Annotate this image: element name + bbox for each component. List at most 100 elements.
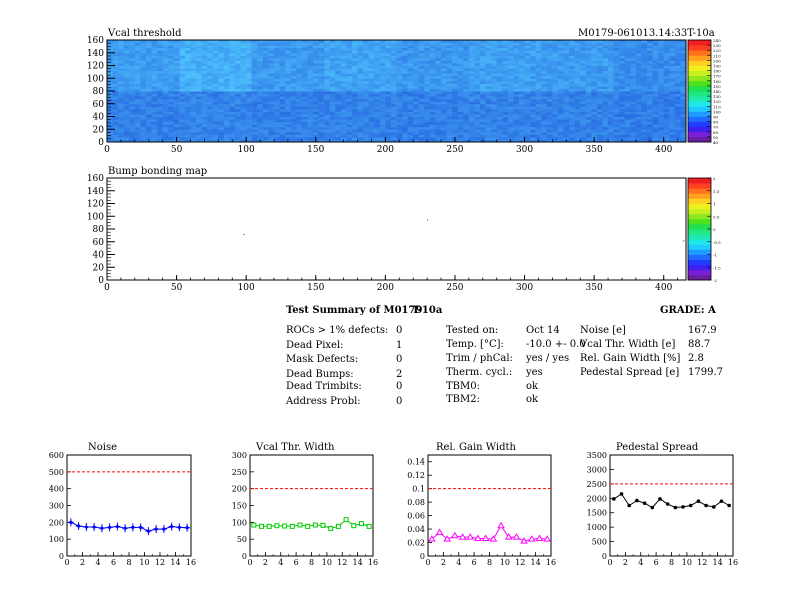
heatmap-cell (557, 57, 565, 61)
heatmap-cell (635, 85, 642, 89)
heatmap-cell (630, 40, 637, 44)
heatmap-cell (524, 40, 531, 44)
heatmap-cell (173, 83, 180, 87)
heatmap-cell (390, 42, 397, 46)
heatmap-cell (396, 70, 403, 74)
heatmap-cell (552, 129, 559, 133)
heatmap-cell (351, 45, 359, 49)
heatmap-cell (290, 70, 297, 74)
heatmap-cell (418, 106, 425, 110)
heatmap-cell (235, 68, 242, 72)
heatmap-cell (168, 42, 175, 46)
heatmap-cell (363, 88, 370, 92)
heatmap-cell (218, 55, 225, 59)
heatmap-cell (134, 111, 141, 115)
heatmap-cell (596, 60, 603, 64)
heatmap-cell (212, 40, 219, 44)
heatmap-cell (624, 78, 631, 82)
heatmap-cell (530, 116, 537, 120)
heatmap-cell (463, 134, 470, 138)
heatmap-cell (641, 113, 648, 117)
heatmap-cell (112, 75, 119, 79)
heatmap-cell (446, 57, 453, 61)
heatmap-cell (246, 126, 253, 130)
heatmap-cell (641, 50, 648, 54)
heatmap-cell (196, 40, 203, 44)
data-point (358, 521, 364, 527)
heatmap-cell (218, 40, 225, 44)
heatmap-cell (129, 113, 136, 117)
heatmap-cell (674, 101, 681, 105)
data-point (719, 499, 724, 503)
heatmap-cell (318, 98, 325, 102)
heatmap-cell (602, 42, 609, 46)
heatmap-cell (457, 57, 464, 61)
heatmap-cell (329, 126, 336, 130)
heatmap-cell (290, 80, 297, 84)
heatmap-cell (591, 52, 598, 56)
heatmap-cell (363, 124, 370, 128)
heatmap-cell (279, 45, 286, 49)
heatmap-cell (145, 96, 153, 100)
heatmap-cell (619, 83, 626, 87)
heatmap-cell (463, 113, 470, 117)
heatmap-cell (257, 106, 264, 110)
heatmap-cell (457, 40, 464, 44)
heatmap-cell (574, 129, 581, 133)
heatmap-cell (474, 103, 481, 107)
heatmap-cell (596, 40, 603, 44)
heatmap-cell (507, 108, 514, 112)
x-tick-label: 400 (655, 283, 672, 293)
heatmap-cell (218, 96, 225, 100)
heatmap-cell (307, 96, 314, 100)
heatmap-cell (468, 70, 475, 74)
heatmap-cell (335, 62, 342, 66)
heatmap-cell (312, 129, 320, 133)
heatmap-cell (279, 93, 286, 97)
heatmap-cell (613, 98, 620, 102)
heatmap-cell (351, 62, 359, 66)
heatmap-cell (585, 126, 592, 130)
palette-swatch (688, 203, 711, 209)
heatmap-cell (619, 55, 626, 59)
heatmap-cell (145, 50, 153, 54)
heatmap-cell (641, 88, 648, 92)
heatmap-cell (485, 62, 492, 66)
heatmap-cell (446, 98, 453, 102)
heatmap-cell (251, 91, 258, 95)
heatmap-cell (274, 85, 281, 89)
heatmap-cell (207, 50, 214, 54)
heatmap-cell (446, 60, 453, 64)
heatmap-cell (207, 139, 214, 143)
heatmap-cell (318, 121, 325, 125)
heatmap-cell (535, 98, 542, 102)
heatmap-cell (518, 78, 526, 82)
heatmap-cell (608, 131, 615, 135)
heatmap-cell (468, 136, 475, 140)
heatmap-cell (363, 101, 370, 105)
heatmap-cell (223, 96, 230, 100)
heatmap-cell (524, 80, 531, 84)
heatmap-cell (329, 68, 336, 72)
y-tick-label: 120 (87, 62, 104, 72)
heatmap-cell (474, 55, 481, 59)
heatmap-cell (608, 101, 615, 105)
heatmap-cell (246, 62, 253, 66)
heatmap-cell (502, 126, 509, 130)
heatmap-cell (140, 73, 147, 77)
heatmap-cell (318, 91, 325, 95)
heatmap-cell (340, 136, 347, 140)
heatmap-cell (168, 111, 175, 115)
heatmap-cell (279, 101, 286, 105)
heatmap-cell (413, 91, 420, 95)
heatmap-cell (251, 85, 258, 89)
heatmap-cell (390, 73, 397, 77)
heatmap-cell (674, 93, 681, 97)
heatmap-cell (201, 124, 208, 128)
heatmap-cell (546, 62, 553, 66)
heatmap-cell (580, 139, 587, 143)
heatmap-cell (429, 62, 436, 66)
heatmap-cell (585, 134, 592, 138)
heatmap-cell (118, 91, 125, 95)
heatmap-cell (413, 62, 420, 66)
